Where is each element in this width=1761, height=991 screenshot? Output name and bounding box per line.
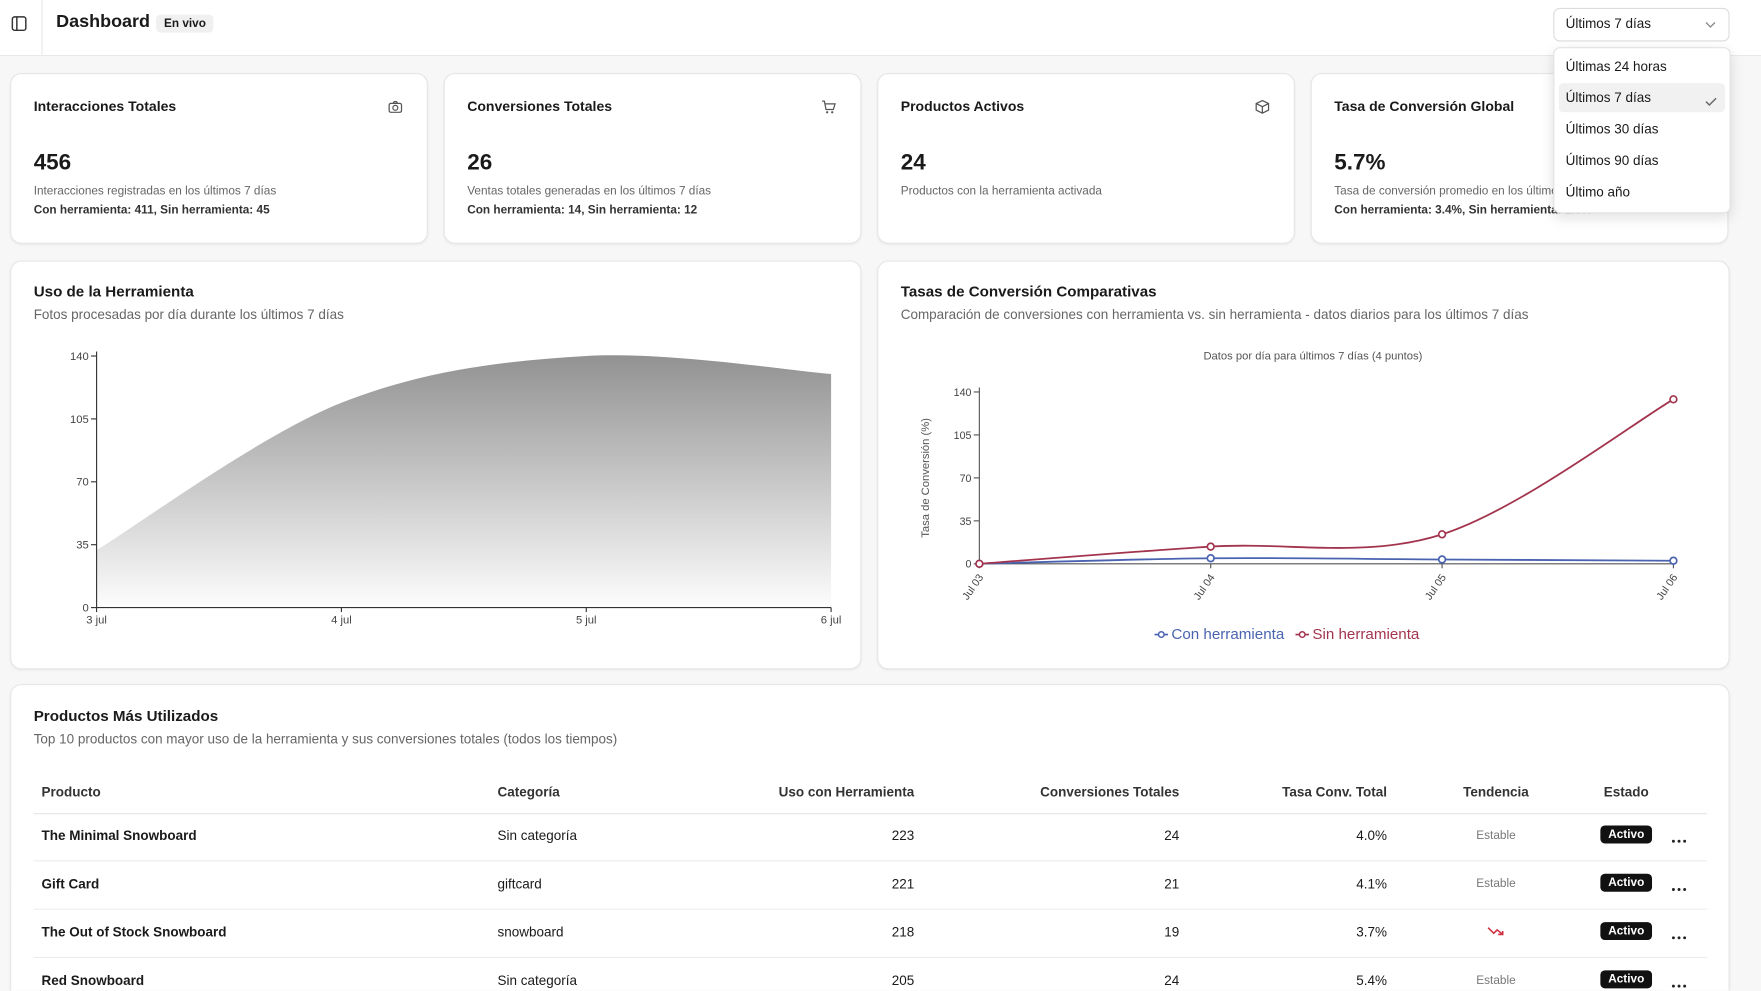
status-badge: Activo [1600,970,1653,989]
status: Activo [1600,922,1653,941]
products-title: Productos Más Utilizados [33,707,219,725]
status-badge: Activo [1600,825,1653,844]
tool-usage: 205 [891,972,915,989]
kpi-value: 456 [33,150,72,176]
row-actions[interactable] [1671,879,1687,897]
status: Activo [1600,970,1653,989]
product-name: The Minimal Snowboard [41,827,197,844]
conversions: 19 [1164,924,1180,941]
kpi-title: Tasa de Conversión Global [1334,98,1515,115]
row-actions[interactable] [1671,928,1687,946]
menu-option-label: Últimas 24 horas [1565,58,1667,75]
status-badge: Activo [1600,873,1653,892]
conversion-rate: 4.0% [1356,827,1388,844]
kpi-value: 5.7% [1334,150,1386,176]
kpi-detail: Con herramienta: 14, Sin herramienta: 12 [467,203,698,217]
menu-option[interactable]: Últimos 90 días [1559,146,1725,175]
status: Activo [1600,873,1653,892]
trend: Estable [1476,877,1516,891]
chart-title: Tasas de Conversión Comparativas [900,283,1157,300]
conversion-rate: 3.7% [1356,924,1388,941]
product-name: The Out of Stock Snowboard [41,924,227,941]
product-name: Gift Card [41,876,100,892]
trend: Estable [1476,828,1516,843]
column-header: Producto [41,783,101,800]
row-separator [33,860,1708,862]
products-card: Productos Más Utilizados Top 10 productos… [10,683,1730,991]
status-badge: Activo [1600,922,1653,941]
trend: Estable [1476,973,1516,988]
kpi-value: 24 [900,150,926,176]
kpi-description: Interacciones registradas en los últimos… [33,184,277,198]
category: Sin categoría [497,972,577,989]
column-header: Estado [1603,783,1649,800]
period-menu: Últimas 24 horas Últimos 7 días Últimos 30… [1553,47,1731,214]
menu-option[interactable]: Últimas 24 horas [1559,52,1725,81]
column-header: Tasa Conv. Total [1282,783,1388,800]
row-separator [33,908,1708,910]
chart-subtitle: Fotos procesadas por día durante los últ… [33,306,344,323]
menu-option-label: Últimos 7 días [1565,89,1651,106]
status: Activo [1600,825,1653,844]
kpi-detail: Con herramienta: 3.4%, Sin herramienta: … [1334,203,1592,217]
chart-subtitle: Comparación de conversiones con herramie… [900,306,1529,323]
kpi-icon [1255,99,1271,120]
chart-card: Tasas de Conversión Comparativas Comparac… [877,260,1730,670]
kpi-title: Productos Activos [900,98,1025,115]
kpi-card: Productos Activos 24 Productos con la herr… [877,73,1295,244]
row-actions[interactable] [1671,831,1687,849]
conversion-rate: 5.4% [1356,972,1388,989]
chart-title: Uso de la Herramienta [33,283,194,300]
kpi-icon [387,99,403,120]
check-icon [1705,92,1717,112]
menu-option-label: Últimos 30 días [1565,121,1659,138]
kpi-card: Interacciones Totales 456 Interacciones re… [10,73,428,244]
category: Sin categoría [497,827,577,844]
kpi-detail: Con herramienta: 411, Sin herramienta: 4… [33,203,270,217]
kpi-icon [821,99,837,120]
chart-card: Uso de la Herramienta Fotos procesadas po… [10,260,862,670]
menu-option[interactable]: Últimos 30 días [1559,115,1725,144]
tool-usage: 221 [891,876,915,892]
column-header: Tendencia [1463,783,1529,800]
category: giftcard [497,876,542,892]
product-name: Red Snowboard [41,972,145,989]
column-header: Conversiones Totales [1040,783,1180,800]
column-header: Uso con Herramienta [778,783,915,800]
trend-down-icon [1487,923,1505,941]
header-separator [33,813,1708,815]
kpi-description: Ventas totales generadas en los últimos … [467,184,712,198]
chevron [1705,21,1716,28]
kpi-value: 26 [467,150,493,176]
period-value: Últimos 7 días [1565,15,1651,32]
menu-option[interactable]: Último año [1559,177,1725,206]
products-subtitle: Top 10 productos con mayor uso de la her… [33,731,618,747]
page-title: Dashboard [56,12,151,32]
menu-option[interactable]: Últimos 7 días [1558,83,1726,113]
live-badge: En vivo [156,14,214,33]
tool-usage: 218 [891,924,915,941]
period-select[interactable]: Últimos 7 días [1553,7,1730,42]
top-bar [0,0,1761,57]
kpi-description: Productos con la herramienta activada [900,184,1102,198]
row-actions[interactable] [1671,976,1687,991]
conversions: 21 [1164,876,1180,892]
row-separator [33,956,1708,959]
conversions: 24 [1164,827,1180,844]
conversion-rate: 4.1% [1356,876,1388,892]
conversions: 24 [1164,972,1180,989]
tool-usage: 223 [891,827,915,844]
category: snowboard [497,924,564,941]
column-header: Categoría [497,783,560,800]
menu-option-label: Último año [1565,184,1631,200]
menu-option-label: Últimos 90 días [1565,152,1659,169]
kpi-title: Conversiones Totales [467,98,613,115]
sidebar-toggle[interactable] [11,16,27,32]
kpi-title: Interacciones Totales [33,98,177,115]
kpi-card: Conversiones Totales 26 Ventas totales gen… [443,73,862,244]
divider [41,0,43,56]
kpi-description: Tasa de conversión promedio en los últim… [1334,184,1600,198]
